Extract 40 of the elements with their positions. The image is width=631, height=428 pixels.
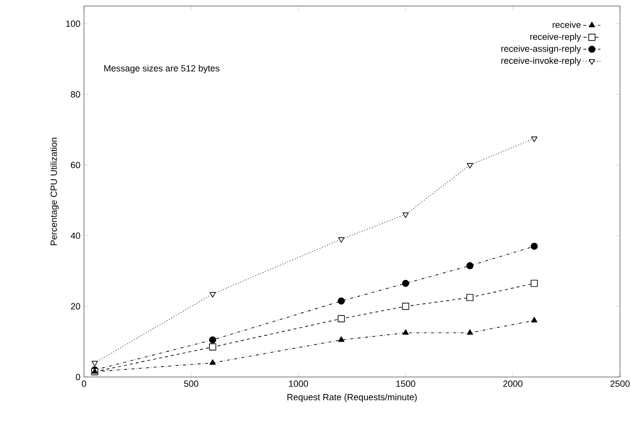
point (338, 297, 345, 305)
x-tick-label: 2000 (503, 380, 522, 387)
x-tick-label: 0 (82, 380, 86, 387)
point (209, 343, 216, 350)
x-tick-label: 2500 (610, 380, 630, 387)
point (466, 329, 474, 335)
y-tick-label: 60 (70, 162, 80, 168)
x-tick-label: 1000 (289, 380, 308, 387)
legend-label: receive (552, 21, 581, 28)
point (466, 262, 474, 270)
point (531, 316, 538, 322)
point (338, 315, 345, 322)
y-tick-label: 80 (70, 91, 80, 98)
x-tick-label: 500 (184, 380, 198, 387)
y-tick-label: 100 (66, 20, 80, 27)
point (402, 329, 409, 335)
point (531, 136, 538, 142)
x-axis-title: Request Rate (Requests/minute) (287, 394, 417, 402)
y-tick-label: 40 (70, 232, 80, 239)
legend-label: receive-invoke-reply (501, 57, 582, 66)
point (209, 336, 216, 344)
point (466, 163, 474, 169)
y-tick-label: 20 (70, 303, 80, 310)
point (210, 359, 216, 365)
point (466, 294, 474, 302)
point (338, 237, 344, 243)
y-axis-title: Percentage CPU Utilization (50, 138, 59, 246)
point (92, 360, 98, 366)
point (210, 292, 216, 298)
point (530, 280, 538, 287)
x-tick-label: 1500 (396, 380, 416, 387)
point (402, 212, 409, 218)
legend-label: receive-reply (530, 33, 582, 42)
point (338, 336, 344, 342)
legend-label: receive-assign-reply (501, 45, 582, 54)
y-tick-label: 0 (76, 374, 80, 380)
point (402, 302, 410, 310)
annotation: Message sizes are 512 bytes (104, 64, 220, 74)
point (402, 280, 410, 287)
point (530, 242, 538, 250)
